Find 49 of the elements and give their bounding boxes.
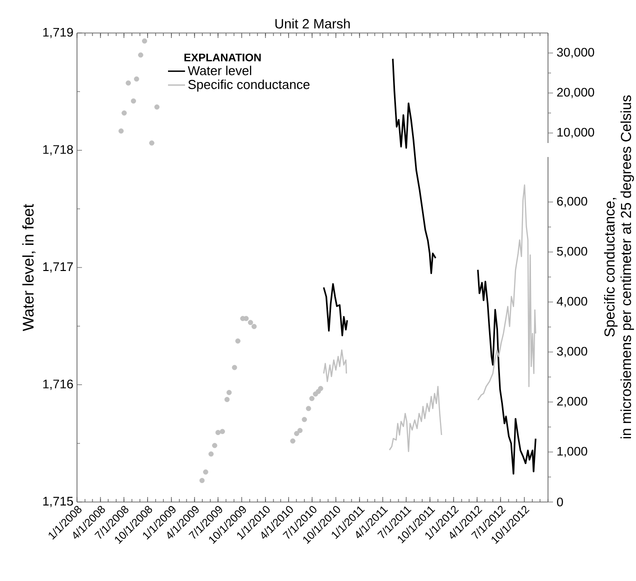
point <box>208 451 214 457</box>
y-tick-label: 1,719 <box>43 28 73 38</box>
point <box>215 430 221 436</box>
y3-tick-label: 10,000 <box>557 128 594 138</box>
y2-tick-label: 3,000 <box>556 346 588 358</box>
point <box>138 52 144 58</box>
point <box>118 128 124 134</box>
point <box>302 416 307 422</box>
legend-label: Specific conductance <box>188 80 310 92</box>
point <box>294 430 300 436</box>
y3-tick-label: 30,000 <box>556 48 594 58</box>
point <box>226 390 232 396</box>
point <box>248 320 254 326</box>
point <box>309 396 314 402</box>
point <box>232 364 238 370</box>
point <box>203 469 208 475</box>
y-tick-label: 1,718 <box>43 145 73 156</box>
point <box>154 104 160 110</box>
point <box>235 338 240 344</box>
legend-title: EXPLANATION <box>184 54 261 62</box>
legend-label: Water level <box>188 66 252 76</box>
y3-tick-label: 20,000 <box>557 88 594 98</box>
y2-tick-label: 5,000 <box>557 246 588 258</box>
y-axis-title: Water level, in feet <box>22 204 36 332</box>
point <box>290 438 296 444</box>
y2-tick-label: 4,000 <box>556 296 588 308</box>
point <box>130 98 136 104</box>
y-tick-label: 1,715 <box>43 496 73 508</box>
y2-tick-label: 6,000 <box>557 196 588 208</box>
y2-axis-title: Specific conductance, in microsiemens per centimeter at 25 degrees Celsius <box>604 95 634 438</box>
point <box>126 80 131 86</box>
point <box>149 140 154 146</box>
point <box>142 38 148 44</box>
point <box>224 396 230 402</box>
y2-tick-label: 1,000 <box>557 446 588 458</box>
point <box>252 324 257 330</box>
point <box>134 76 140 82</box>
point <box>220 428 225 434</box>
point <box>297 428 303 434</box>
y-tick-label: 1,717 <box>43 262 73 273</box>
y2-tick-label: 2,000 <box>557 396 588 408</box>
point <box>318 386 324 392</box>
y2-tick-label: 0 <box>557 498 563 506</box>
point <box>122 110 127 116</box>
point <box>199 478 205 484</box>
y-tick-label: 1,716 <box>43 380 73 390</box>
point <box>306 406 312 412</box>
chart-title: Unit 2 Marsh <box>275 18 350 28</box>
point <box>212 442 218 448</box>
